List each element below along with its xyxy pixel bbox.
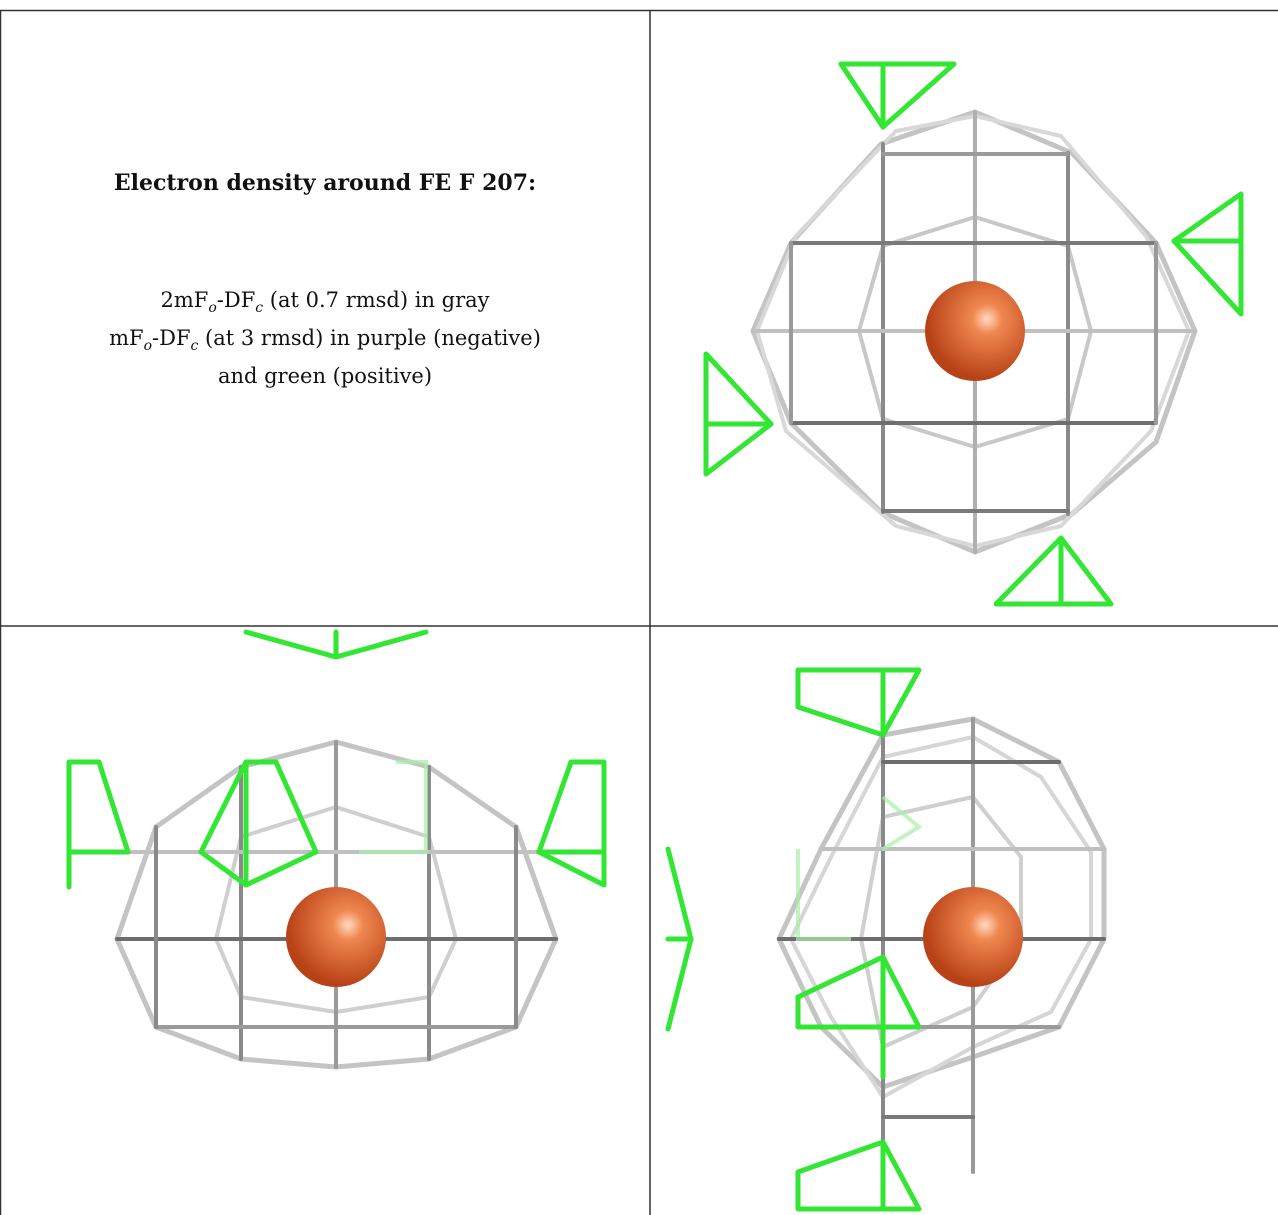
density-mesh xyxy=(114,739,559,1070)
top-right-view xyxy=(651,11,1278,625)
fe-atom xyxy=(923,887,1023,987)
legend-line-2fo: 2mFo-DFc (at 0.7 rmsd) in gray xyxy=(160,288,490,317)
fe-atom xyxy=(925,281,1025,381)
bottom-right-view xyxy=(651,627,1278,1215)
positive-difference-density xyxy=(66,629,607,890)
positive-difference-density xyxy=(665,667,922,1212)
bottom-left-view xyxy=(1,627,650,1215)
fe-atom xyxy=(286,887,386,987)
legend-line-colors: and green (positive) xyxy=(217,364,433,389)
legend-line-fo: mFo-DFc (at 3 rmsd) in purple (negative) xyxy=(109,326,541,355)
caption-title: Electron density around FE F 207: xyxy=(113,170,537,196)
caption-cell: Electron density around FE F 207: 2mFo-D… xyxy=(10,10,640,622)
density-mesh xyxy=(750,109,1198,555)
positive-difference-density xyxy=(703,61,1244,607)
caption-legend: 2mFo-DFc (at 0.7 rmsd) in gray mFo-DFc (… xyxy=(10,285,640,391)
